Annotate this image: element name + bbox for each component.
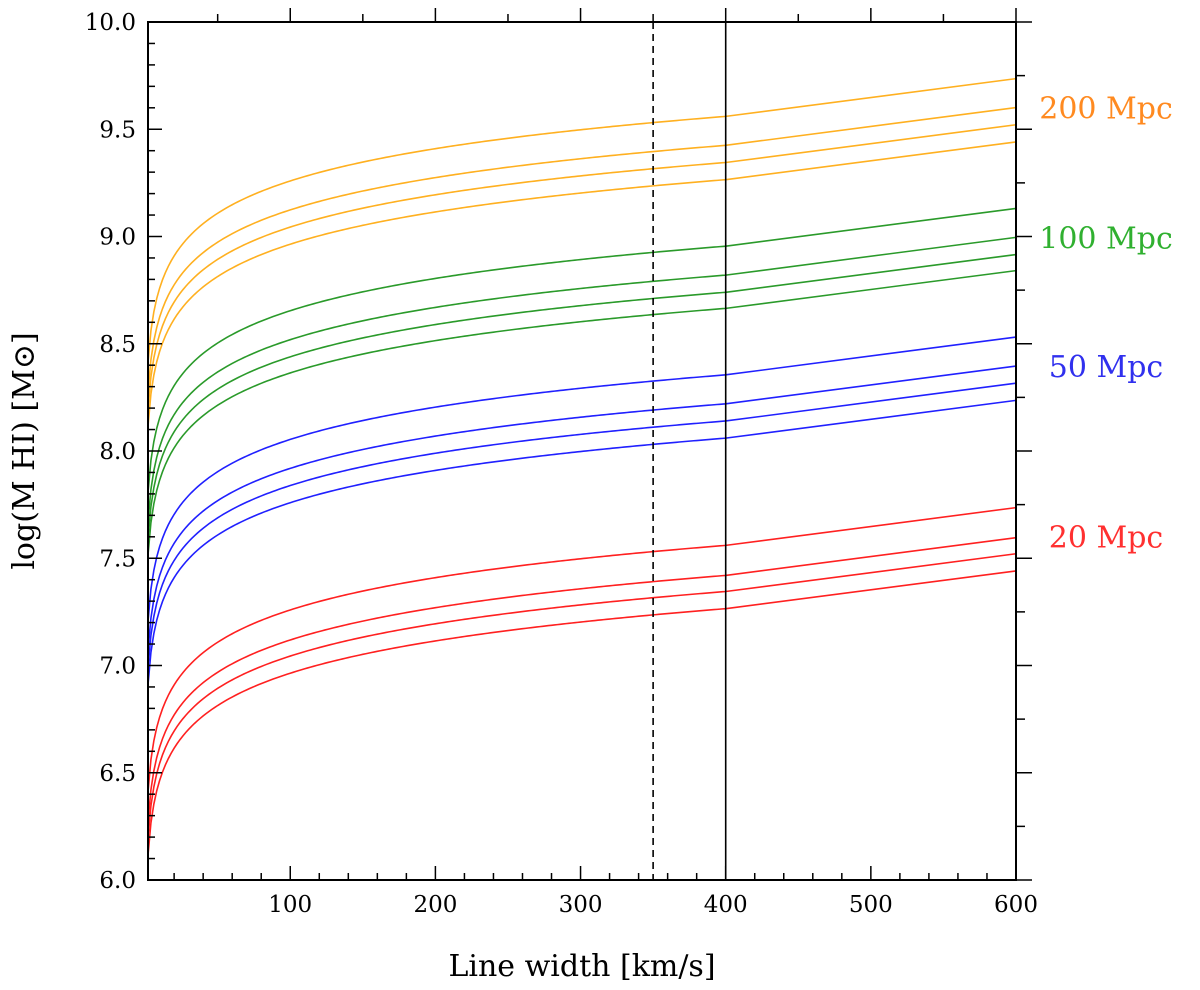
group-label: 20 Mpc — [1049, 521, 1163, 556]
series-line — [147, 77, 1017, 364]
series-line — [147, 506, 1017, 793]
series-line — [147, 123, 1017, 410]
series-line — [147, 106, 1017, 393]
x-tick-label: 200 — [413, 892, 457, 918]
x-tick-label: 400 — [704, 892, 748, 918]
y-tick-label: 7.0 — [99, 654, 136, 680]
series-line — [147, 570, 1017, 856]
plot-lines — [147, 77, 1017, 856]
group-label: 200 Mpc — [1039, 92, 1173, 127]
series-line — [147, 253, 1017, 540]
series-line — [147, 552, 1017, 839]
group-labels: 20 Mpc 50 Mpc 100 Mpc 200 Mpc — [1039, 92, 1173, 556]
y-tick-label: 7.5 — [99, 546, 136, 572]
series-line — [147, 141, 1017, 427]
series-line — [147, 382, 1017, 668]
y-tick-label: 6.5 — [99, 761, 136, 787]
y-tick-label: 6.0 — [99, 868, 136, 894]
x-tick-label: 600 — [994, 892, 1038, 918]
x-tick-label: 500 — [849, 892, 893, 918]
group-label: 100 Mpc — [1039, 221, 1173, 256]
y-tick-label: 10.0 — [85, 10, 136, 36]
axis-ticks — [148, 8, 1032, 881]
series-line — [147, 399, 1017, 685]
y-axis-label: log(M HI) [M⊙] — [7, 332, 42, 569]
series-line — [147, 536, 1017, 823]
tick-labels: 100 200 300 400 500 600 6.0 6.5 7.0 7.5 8.0 8.5 9.0 9… — [85, 10, 1038, 918]
series-line — [147, 269, 1017, 556]
x-tick-label: 300 — [559, 892, 603, 918]
series-line — [147, 365, 1017, 651]
series-line — [147, 207, 1017, 494]
x-axis-label: Line width [km/s] — [448, 949, 715, 984]
plot-frame — [147, 21, 1017, 881]
y-tick-label: 8.5 — [99, 332, 136, 358]
series-line — [147, 336, 1017, 622]
group-label: 50 Mpc — [1049, 350, 1163, 385]
y-tick-label: 9.5 — [99, 117, 136, 143]
reference-lines — [652, 22, 727, 880]
y-tick-label: 9.0 — [99, 225, 136, 251]
x-tick-label: 100 — [268, 892, 312, 918]
y-tick-label: 8.0 — [99, 439, 136, 465]
series-line — [147, 236, 1017, 522]
